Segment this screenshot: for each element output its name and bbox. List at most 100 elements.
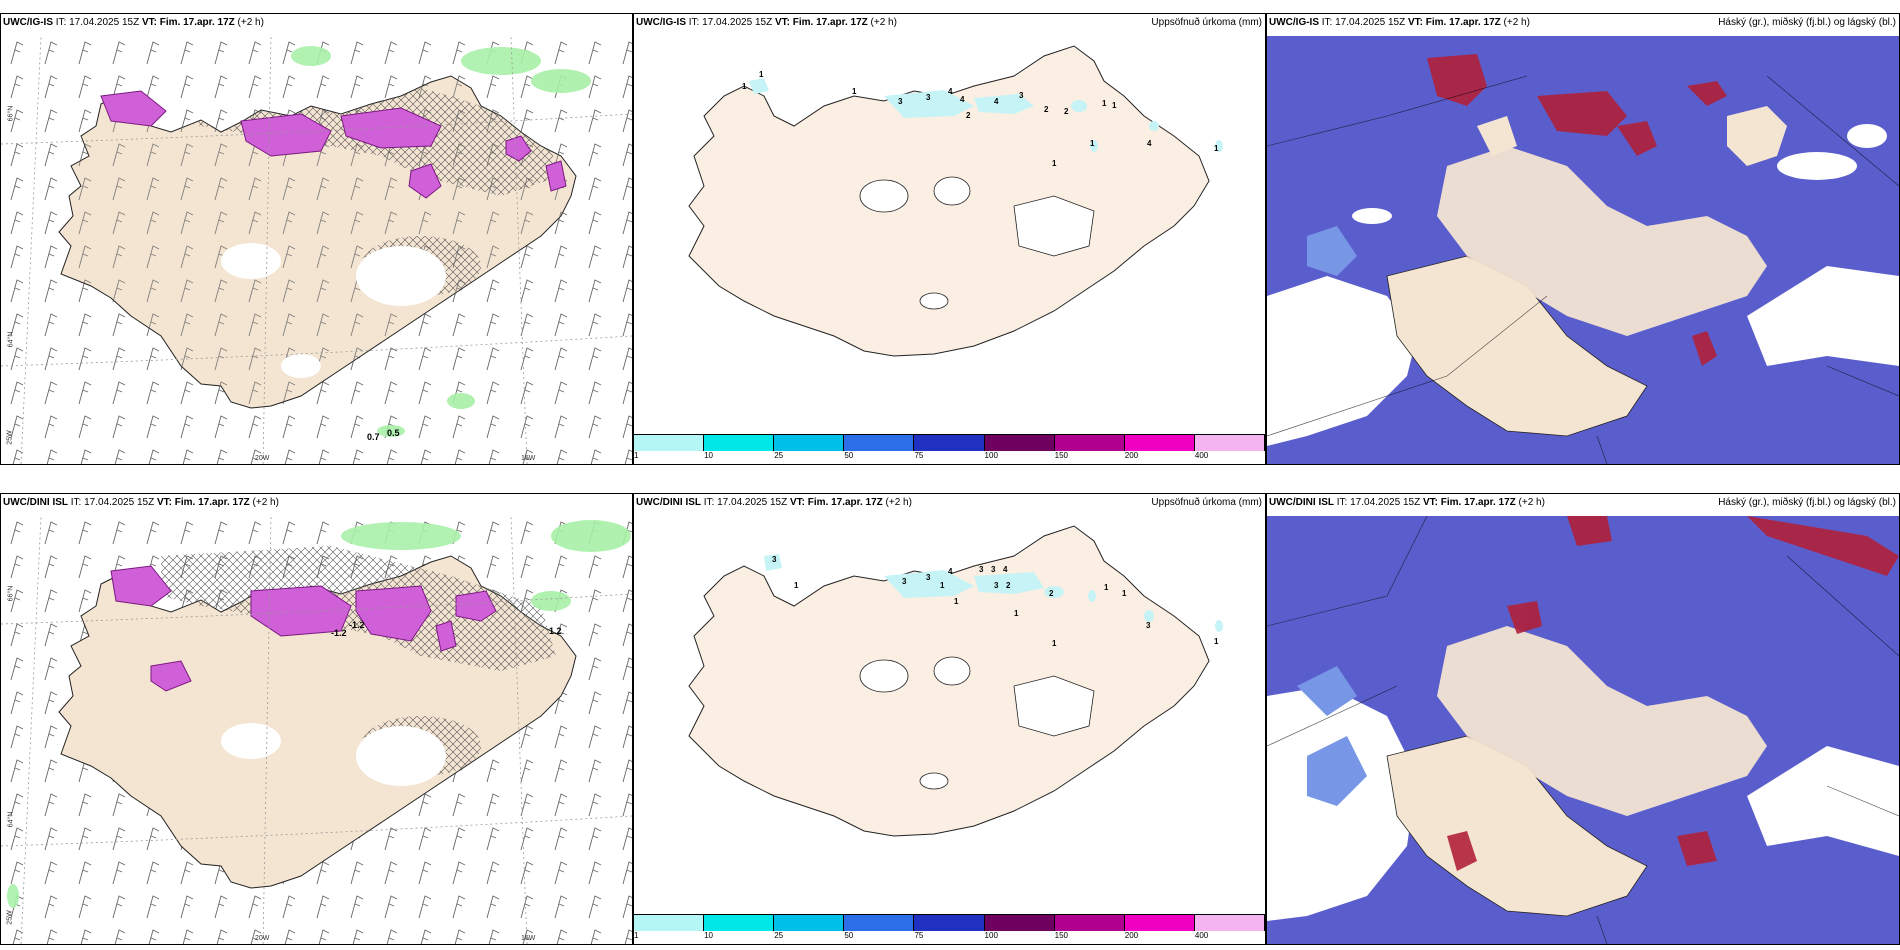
svg-text:2: 2 (1049, 589, 1054, 598)
svg-text:-1.2: -1.2 (349, 620, 365, 630)
svg-text:1: 1 (1104, 583, 1109, 592)
legend-swatch (774, 915, 845, 931)
svg-text:4: 4 (1147, 139, 1152, 148)
svg-text:1: 1 (1112, 101, 1117, 110)
panel-subtitle: Uppsöfnuð úrkoma (mm) (1151, 497, 1262, 508)
legend-tick: 100 (984, 451, 998, 460)
svg-text:2: 2 (966, 111, 971, 120)
legend-tick: 75 (914, 931, 924, 940)
svg-text:3: 3 (772, 555, 777, 564)
lon-label-25: 25W (6, 910, 14, 925)
legend-tick: 200 (1124, 931, 1139, 940)
panel-title: UWC/DINI ISL IT: 17.04.2025 15Z VT: Fim.… (636, 497, 912, 508)
legend-swatch (1194, 435, 1265, 451)
legend-tick: 400 (1194, 451, 1209, 460)
panel-bottom-right: UWC/DINI ISL IT: 17.04.2025 15Z VT: Fim.… (1266, 493, 1900, 945)
svg-text:3: 3 (1019, 91, 1024, 100)
legend-swatch (1124, 915, 1195, 931)
legend-tick: 1 (634, 931, 639, 940)
panel-title: UWC/DINI ISL IT: 17.04.2025 15Z VT: Fim.… (3, 497, 279, 508)
svg-text:2: 2 (1064, 107, 1069, 116)
cloud-map (1267, 36, 1899, 464)
lon-label-25: 25W (6, 430, 14, 445)
svg-text:1: 1 (742, 82, 747, 91)
legend-swatch (914, 435, 985, 451)
legend-swatch (704, 915, 775, 931)
panel-subtitle: Uppsöfnuð úrkoma (mm) (1151, 17, 1262, 28)
svg-text:1: 1 (1214, 637, 1219, 646)
svg-text:2: 2 (1006, 581, 1011, 590)
svg-text:1.2: 1.2 (549, 626, 562, 636)
legend-tick: 50 (844, 931, 854, 940)
svg-text:4: 4 (960, 95, 965, 104)
legend-swatch (984, 435, 1055, 451)
svg-text:3: 3 (991, 565, 996, 574)
panel-bottom-left: UWC/DINI ISL IT: 17.04.2025 15Z VT: Fim.… (0, 493, 633, 945)
svg-text:3: 3 (926, 573, 931, 582)
svg-text:1: 1 (954, 597, 959, 606)
svg-text:3: 3 (898, 97, 903, 106)
svg-text:3: 3 (1146, 621, 1151, 630)
panel-title: UWC/DINI ISL IT: 17.04.2025 15Z VT: Fim.… (1269, 497, 1545, 508)
legend-tick: 25 (774, 451, 784, 460)
svg-text:1: 1 (1052, 639, 1057, 648)
svg-text:1: 1 (1014, 609, 1019, 618)
green-precip (291, 46, 591, 437)
svg-text:4: 4 (1003, 565, 1008, 574)
snow-areas (100, 90, 567, 199)
precip-map: 3 1 3 3 4 3 3 4 3 2 2 1 1 1 1 3 1 1 1 (688, 525, 1223, 837)
svg-text:3: 3 (979, 565, 984, 574)
svg-text:3: 3 (902, 577, 907, 586)
panel-bottom-mid: UWC/DINI ISL IT: 17.04.2025 15Z VT: Fim.… (633, 493, 1266, 945)
svg-text:3: 3 (926, 93, 931, 102)
cloud-map (1267, 516, 1899, 944)
panel-top-right: UWC/IG-IS IT: 17.04.2025 15Z VT: Fim. 17… (1266, 13, 1900, 465)
legend-swatch (914, 915, 985, 931)
legend-swatch (1054, 915, 1125, 931)
lat-label-64: 64°N (7, 331, 15, 348)
legend-tick: 100 (984, 931, 998, 940)
precip-legend: 1 10 25 50 75 100 150 200 400 (634, 434, 1265, 464)
svg-text:1: 1 (1102, 99, 1107, 108)
panel-top-mid: UWC/IG-IS IT: 17.04.2025 15Z VT: Fim. 17… (633, 13, 1266, 465)
svg-text:-1.2: -1.2 (331, 628, 347, 638)
legend-swatch (704, 435, 775, 451)
precip-values: 1 1 3 3 4 4 4 3 2 2 1 1 1 4 1 1 2 1 (742, 70, 1219, 168)
legend-tick: 150 (1054, 451, 1069, 460)
legend-swatch (984, 915, 1055, 931)
lon-label-20: 20W (255, 935, 270, 942)
wind-precip-map: 0.7 0.5 (1, 36, 632, 464)
legend-swatch (774, 435, 845, 451)
svg-text:3: 3 (994, 581, 999, 590)
lat-label-66: 66°N (7, 585, 15, 602)
legend-swatch (634, 915, 705, 931)
precip-legend: 1 10 25 50 75 100 150 200 400 (634, 914, 1265, 944)
svg-text:1: 1 (759, 70, 764, 79)
legend-tick: 25 (774, 931, 784, 940)
lon-label-15: 15W (521, 455, 536, 462)
legend-swatch (1194, 915, 1265, 931)
lon-label-20: 20W (255, 455, 270, 462)
wind-values: 0.7 0.5 (367, 428, 400, 442)
svg-text:4: 4 (948, 567, 953, 576)
svg-text:1: 1 (1052, 159, 1057, 168)
panel-title: UWC/IG-IS IT: 17.04.2025 15Z VT: Fim. 17… (636, 17, 897, 28)
legend-swatch (1124, 435, 1195, 451)
legend-tick: 400 (1194, 931, 1209, 940)
lat-label-66: 66°N (7, 105, 15, 122)
legend-tick: 10 (704, 451, 714, 460)
legend-tick: 50 (844, 451, 854, 460)
svg-text:1: 1 (1214, 144, 1219, 153)
wind-precip-map: -1.2 -1.2 1.2 (1, 516, 632, 944)
legend-tick: 75 (914, 451, 924, 460)
panel-title: UWC/IG-IS IT: 17.04.2025 15Z VT: Fim. 17… (1269, 17, 1530, 28)
panel-top-left: UWC/IG-IS IT: 17.04.2025 15Z VT: Fim. 17… (0, 13, 633, 465)
svg-text:2: 2 (1044, 105, 1049, 114)
lon-label-15: 15W (521, 935, 536, 942)
svg-text:1: 1 (852, 87, 857, 96)
svg-text:0.5: 0.5 (387, 428, 400, 438)
legend-swatch (844, 915, 915, 931)
precip-map: 1 1 3 3 4 4 4 3 2 2 1 1 1 4 1 1 2 1 (688, 45, 1223, 357)
panel-subtitle: Háský (gr.), miðský (fj.bl.) og lágský (… (1718, 497, 1896, 508)
legend-swatch (844, 435, 915, 451)
